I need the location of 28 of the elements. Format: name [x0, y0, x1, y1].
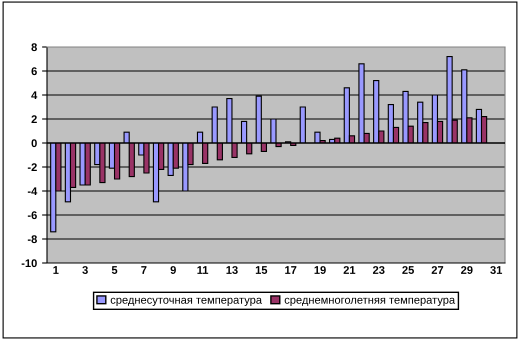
- legend-label: среднемноголетняя температура: [284, 298, 456, 306]
- x-tick-label: 31: [490, 266, 502, 274]
- legend-label: среднесуточная температура: [110, 298, 262, 306]
- x-tick-label: 1: [53, 266, 59, 274]
- y-tick-label: 8: [31, 43, 37, 52]
- x-tick-label: 29: [461, 266, 473, 274]
- y-tick-label: -8: [28, 235, 37, 244]
- y-tick-label: -2: [28, 163, 37, 172]
- x-tick-label: 27: [432, 266, 444, 274]
- y-tick-label: 6: [32, 67, 37, 76]
- y-tick-label: -10: [22, 259, 37, 268]
- y-tick-label: 4: [31, 91, 38, 100]
- x-tick-label: 3: [82, 266, 88, 274]
- x-tick-label: 19: [314, 266, 326, 274]
- x-tick-label: 21: [344, 266, 356, 274]
- x-tick-label: 15: [256, 266, 268, 274]
- x-tick-label: 13: [226, 266, 238, 274]
- x-tick-label: 17: [285, 266, 296, 274]
- y-tick-label: -6: [28, 211, 37, 220]
- y-tick-label: 0: [32, 139, 37, 148]
- y-tick-label: -4: [28, 187, 38, 196]
- x-tick-label: 5: [112, 266, 118, 274]
- x-tick-label: 11: [197, 266, 208, 274]
- x-tick-label: 23: [372, 266, 385, 274]
- x-tick-label: 25: [402, 266, 414, 274]
- y-tick-label: 2: [31, 115, 37, 124]
- x-tick-label: 9: [170, 266, 176, 274]
- x-tick-label: 7: [141, 266, 146, 274]
